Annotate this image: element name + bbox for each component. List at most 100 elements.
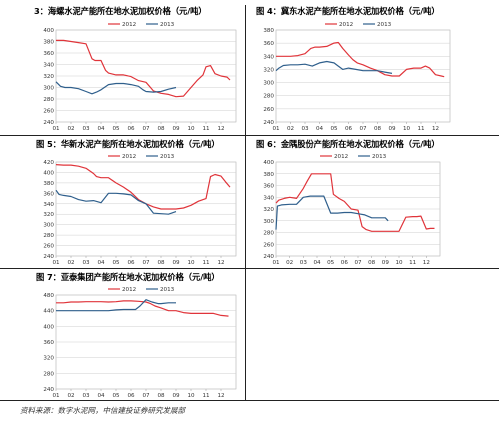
x-tick-label: 12 (432, 126, 439, 132)
y-tick-label: 400 (263, 160, 274, 166)
y-tick-label: 380 (263, 28, 274, 34)
x-tick-label: 08 (374, 126, 382, 132)
legend-label: 2013 (160, 287, 175, 293)
legend-label: 2012 (339, 22, 353, 28)
legend-label: 2013 (377, 22, 392, 28)
legend-label: 2012 (122, 287, 136, 293)
x-tick-label: 08 (157, 260, 165, 266)
y-tick-label: 360 (43, 340, 54, 346)
x-tick-label: 05 (112, 393, 120, 399)
plot-frame (275, 29, 451, 123)
y-tick-label: 360 (43, 191, 54, 197)
y-tick-label: 280 (43, 97, 54, 103)
line-chart: 240 260 280 300 320 340 360 380 400 01 02 03 04 05 06 0… (43, 22, 237, 132)
y-tick-label: 280 (263, 94, 274, 100)
plot-frame (55, 161, 237, 257)
x-tick-label: 12 (217, 260, 224, 266)
x-tick-label: 05 (112, 260, 120, 266)
x-tick-label: 03 (82, 393, 90, 399)
y-tick-label: 300 (43, 86, 54, 92)
y-tick-label: 300 (263, 81, 274, 87)
series-line-2012 (275, 173, 435, 232)
x-tick-label: 11 (202, 260, 210, 266)
chart-panel-4: 图 6：金隅股份产能所在地水泥加权价格（元/吨） 240 260 280 300 320… (254, 138, 494, 266)
y-tick-label: 360 (263, 41, 274, 47)
y-tick-label: 300 (263, 219, 274, 225)
x-tick-label: 08 (157, 393, 165, 399)
x-tick-label: 07 (142, 393, 150, 399)
x-tick-label: 02 (287, 126, 294, 132)
x-tick-label: 09 (172, 393, 180, 399)
series-line-2012 (276, 41, 445, 78)
line-chart: 240 260 280 300 320 340 360 380 400 01 02 03 04 05 06 0… (263, 154, 441, 266)
chart-panel-1: 3：海螺水泥产能所在地水泥加权价格（元/吨） 240 260 280 300 320 34… (34, 5, 240, 132)
divider-3 (0, 400, 499, 401)
series-line-2013 (56, 299, 176, 312)
legend-label: 2013 (160, 154, 175, 160)
x-tick-label: 03 (82, 260, 90, 266)
x-tick-label: 06 (127, 126, 135, 132)
x-tick-label: 03 (300, 260, 308, 266)
x-tick-label: 10 (187, 393, 195, 399)
y-tick-label: 240 (263, 120, 274, 126)
x-tick-label: 09 (388, 126, 396, 132)
divider-1 (0, 135, 499, 136)
y-tick-label: 340 (263, 54, 274, 60)
y-tick-label: 340 (43, 202, 54, 208)
line-chart: 240 260 280 300 320 340 360 380 400 420 01 02 03 04 05… (43, 154, 237, 266)
y-tick-label: 340 (263, 195, 274, 201)
chart-title: 3：海螺水泥产能所在地水泥加权价格（元/吨） (34, 6, 207, 16)
x-tick-label: 02 (67, 393, 74, 399)
chart-panel-2: 图 4：冀东水泥产能所在地水泥加权价格（元/吨） 240 260 280 300 320… (254, 5, 494, 132)
y-tick-label: 260 (43, 244, 54, 250)
x-tick-label: 09 (172, 126, 180, 132)
line-chart: 240 260 280 300 320 340 360 380 01 02 03 04 05 06 07 08… (263, 22, 451, 132)
x-tick-label: 04 (97, 393, 105, 399)
chart-panel-5: 图 7：亚泰集团产能所在地水泥加权价格（元/吨） 240 280 320 360 400… (34, 271, 240, 399)
x-tick-label: 07 (354, 260, 362, 266)
x-tick-label: 10 (187, 126, 195, 132)
y-tick-label: 320 (43, 212, 54, 218)
x-tick-label: 10 (395, 260, 403, 266)
x-tick-label: 09 (172, 260, 180, 266)
x-tick-label: 04 (97, 260, 105, 266)
chart-title: 图 5：华新水泥产能所在地水泥加权价格（元/吨） (36, 139, 220, 149)
y-tick-label: 360 (43, 51, 54, 57)
y-tick-label: 240 (43, 387, 54, 393)
y-tick-label: 400 (43, 324, 54, 330)
y-tick-label: 260 (263, 242, 274, 248)
y-tick-label: 320 (263, 207, 274, 213)
x-tick-label: 01 (272, 126, 280, 132)
x-tick-label: 06 (345, 126, 353, 132)
y-tick-label: 320 (43, 356, 54, 362)
x-tick-label: 06 (341, 260, 349, 266)
y-tick-label: 260 (263, 107, 274, 113)
x-tick-label: 12 (217, 393, 224, 399)
chart-title: 图 4：冀东水泥产能所在地水泥加权价格（元/吨） (256, 6, 440, 16)
line-chart: 240 280 320 360 400 440 480 01 02 03 04 05 06 07 08 09 1… (43, 287, 237, 399)
y-tick-label: 300 (43, 223, 54, 229)
x-tick-label: 07 (142, 126, 150, 132)
divider-2 (0, 268, 499, 269)
x-tick-label: 05 (330, 126, 338, 132)
y-tick-label: 240 (263, 254, 274, 260)
y-tick-label: 280 (263, 231, 274, 237)
chart-panel-3: 图 5：华新水泥产能所在地水泥加权价格（元/吨） 240 260 280 300 320… (34, 138, 240, 266)
series-line-2012 (56, 300, 229, 317)
x-tick-label: 04 (313, 260, 321, 266)
x-tick-label: 02 (286, 260, 293, 266)
x-tick-label: 01 (52, 126, 60, 132)
x-tick-label: 05 (327, 260, 335, 266)
y-tick-label: 480 (43, 293, 54, 299)
y-tick-label: 320 (263, 67, 274, 73)
x-tick-label: 02 (67, 260, 74, 266)
legend-label: 2012 (334, 154, 348, 160)
y-tick-label: 380 (43, 181, 54, 187)
x-tick-label: 01 (52, 393, 60, 399)
x-tick-label: 11 (409, 260, 417, 266)
x-tick-label: 12 (423, 260, 430, 266)
y-tick-label: 380 (263, 172, 274, 178)
y-tick-label: 280 (43, 233, 54, 239)
y-tick-label: 260 (43, 109, 54, 115)
x-tick-label: 08 (368, 260, 376, 266)
